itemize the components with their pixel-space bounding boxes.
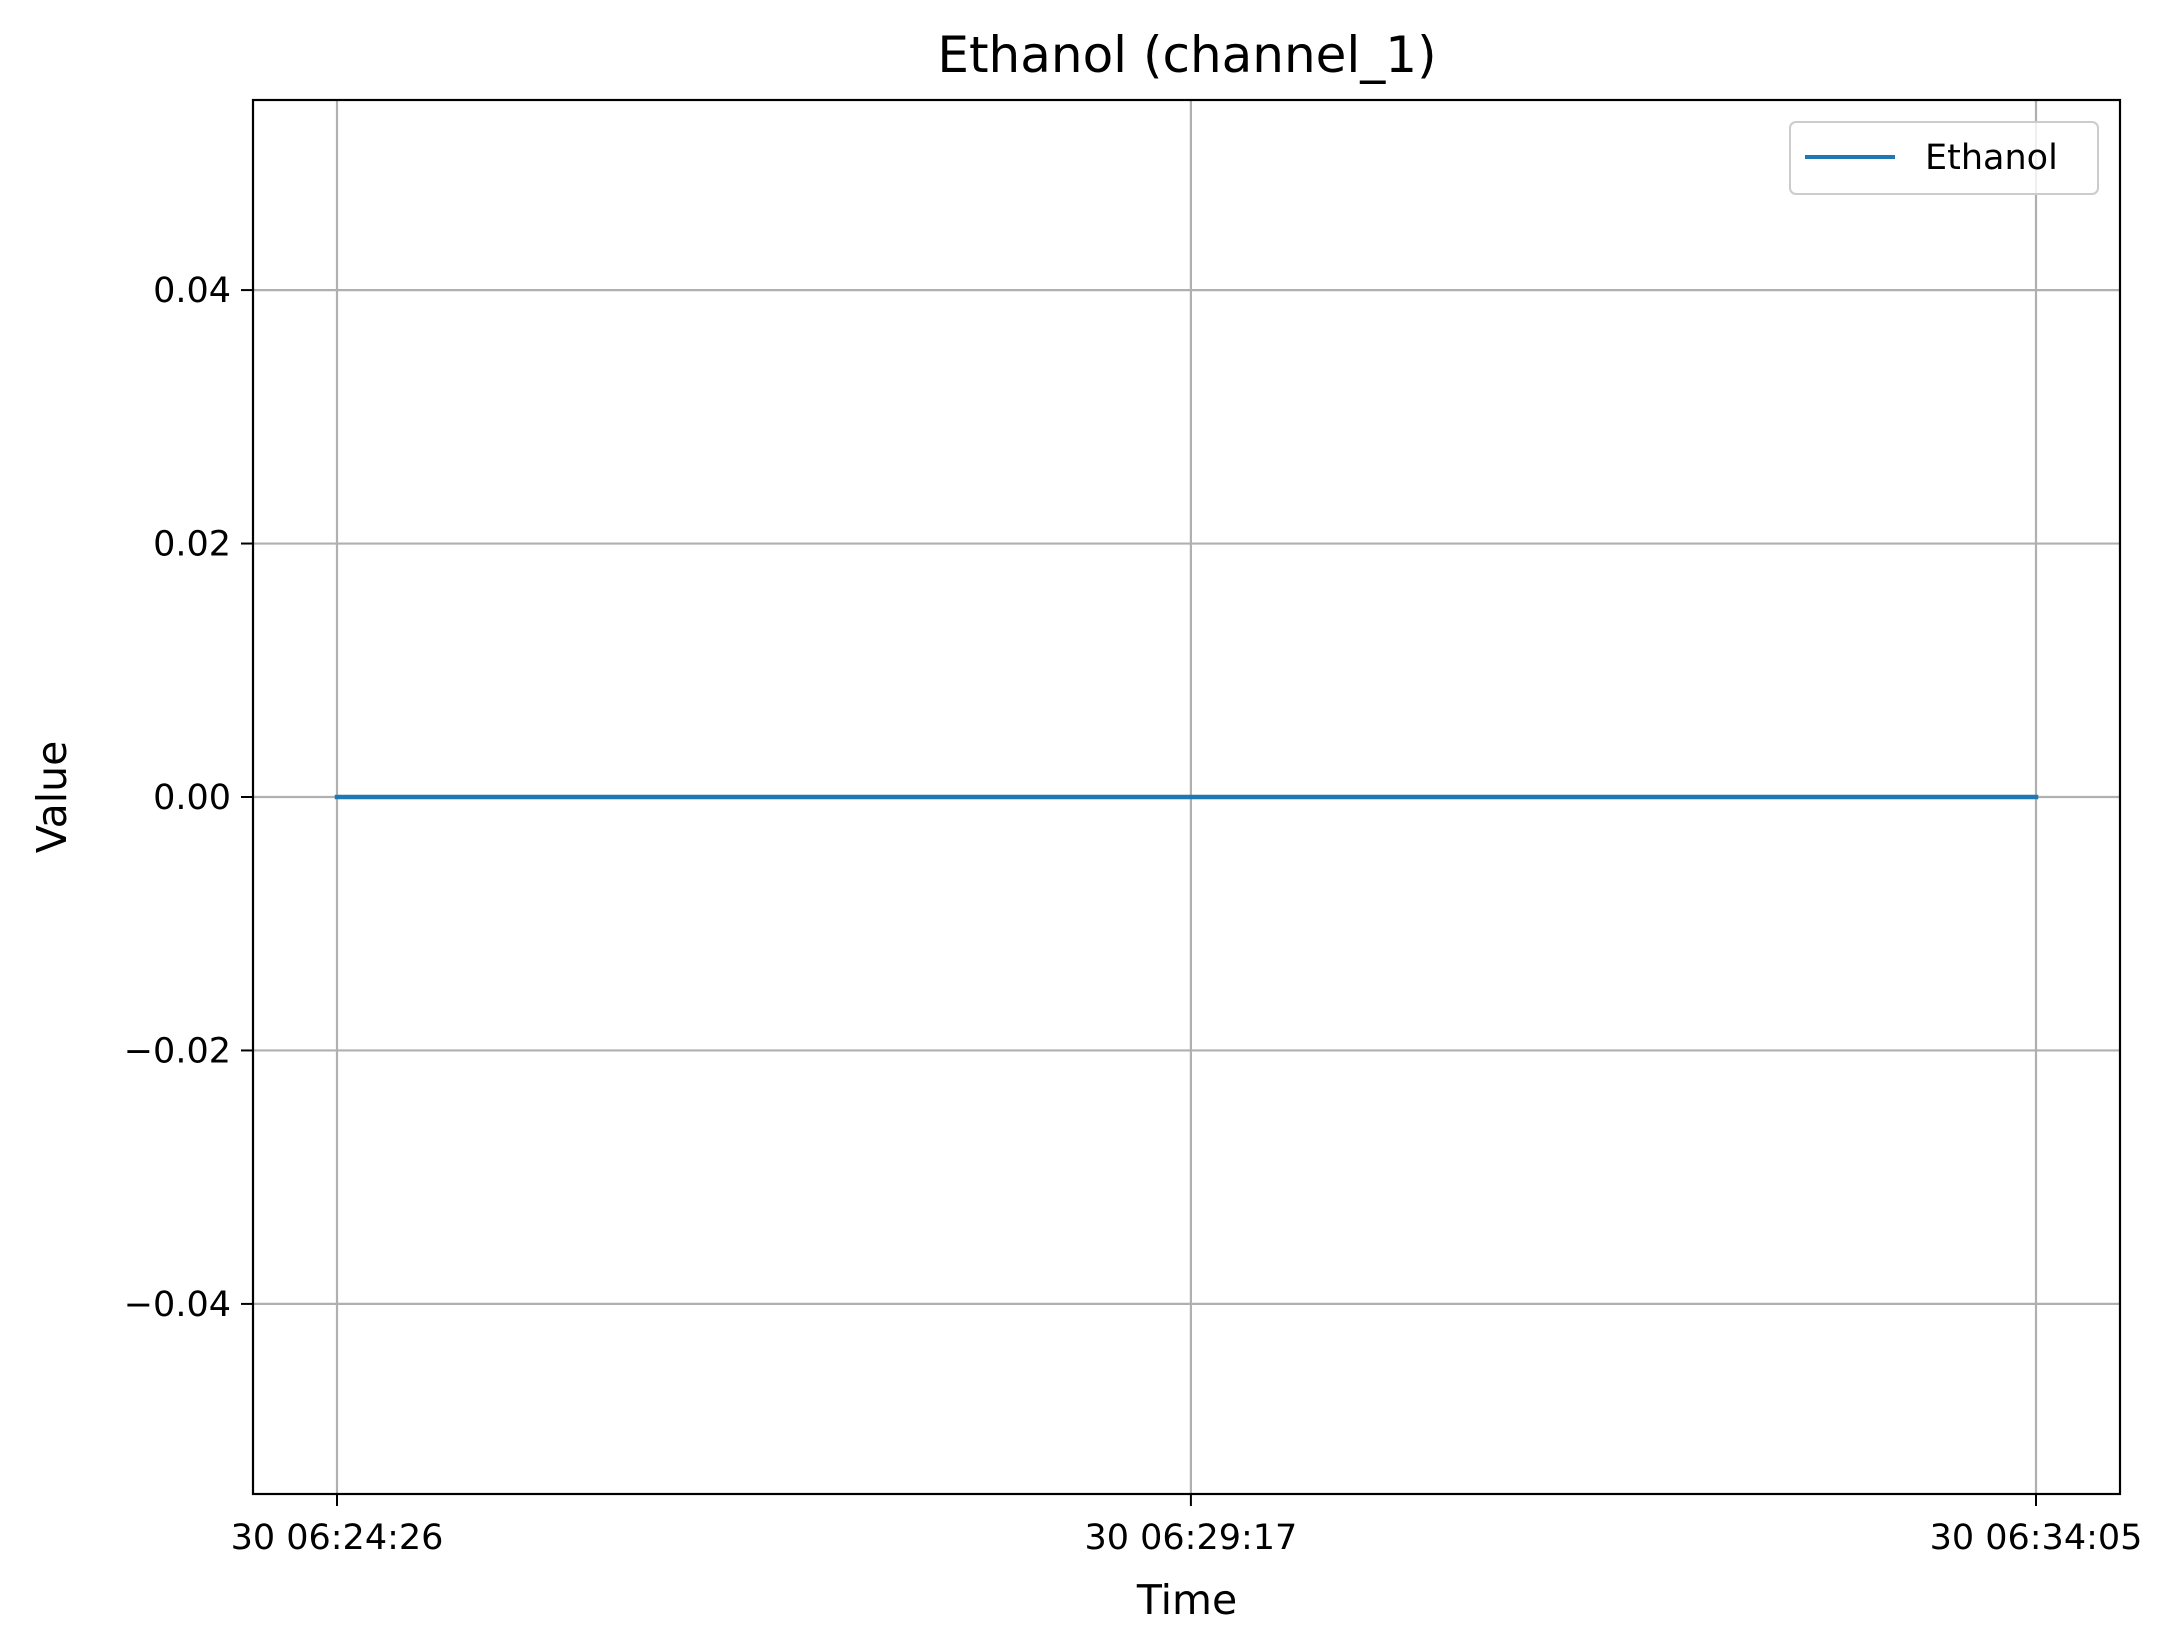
chart-title: Ethanol (channel_1) (937, 26, 1436, 84)
legend-box (1789, 121, 2099, 195)
y-axis-label: Value (28, 741, 76, 854)
y-tick-label: −0.04 (124, 1285, 231, 1325)
y-axis-ticks: −0.04 −0.02 0.00 0.02 0.04 (124, 271, 253, 1325)
y-tick-label: 0.04 (153, 271, 231, 311)
x-axis-label: Time (1136, 1576, 1237, 1624)
y-tick-label: 0.02 (153, 525, 231, 565)
legend-label-ethanol: Ethanol (1925, 138, 2058, 178)
x-tick-label: 30 06:29:17 (1084, 1518, 1297, 1558)
x-axis-ticks: 30 06:24:26 30 06:29:17 30 06:34:05 (231, 1494, 2143, 1558)
y-tick-label: 0.00 (153, 778, 231, 818)
x-tick-label: 30 06:24:26 (231, 1518, 444, 1558)
y-tick-label: −0.02 (124, 1031, 231, 1071)
legend: Ethanol (1789, 121, 2099, 195)
x-tick-label: 30 06:34:05 (1930, 1518, 2143, 1558)
